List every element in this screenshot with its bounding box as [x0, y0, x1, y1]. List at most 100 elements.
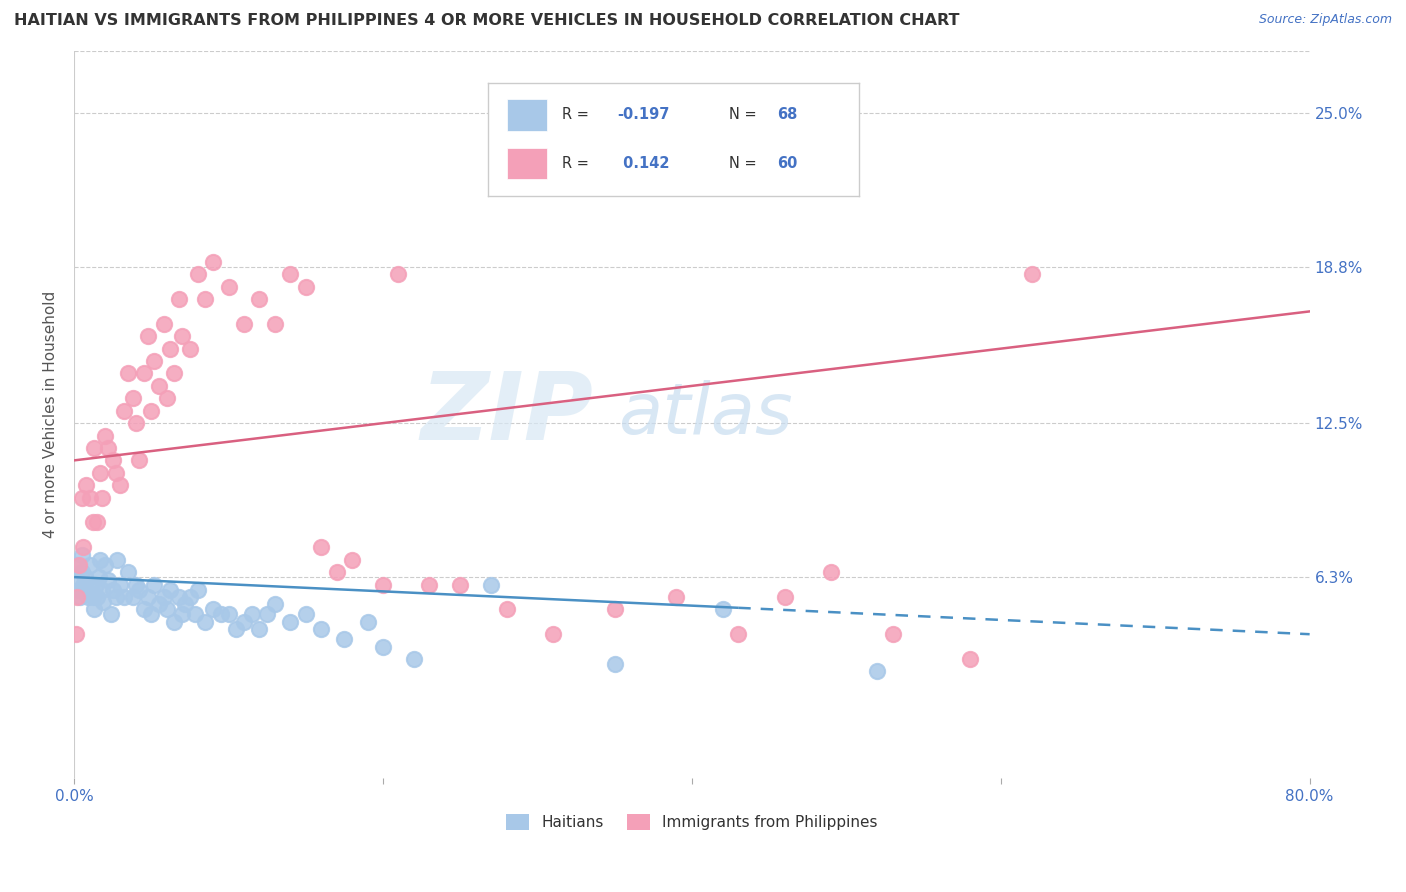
Point — [294, 607, 316, 622]
Point — [152, 317, 174, 331]
Point — [90, 491, 112, 505]
Point — [110, 577, 132, 591]
Point — [194, 615, 217, 629]
Point — [866, 665, 889, 679]
Point — [112, 590, 135, 604]
Point — [143, 354, 166, 368]
Point — [356, 615, 378, 629]
Point — [148, 379, 170, 393]
Point — [79, 491, 101, 505]
Point — [86, 516, 108, 530]
Point — [82, 516, 104, 530]
Text: Source: ZipAtlas.com: Source: ZipAtlas.com — [1258, 13, 1392, 27]
Point — [882, 627, 904, 641]
Point — [156, 602, 179, 616]
Point — [136, 329, 159, 343]
Point — [141, 607, 163, 622]
Point — [179, 590, 201, 604]
Point — [187, 267, 209, 281]
Point — [97, 441, 120, 455]
Point — [128, 582, 150, 597]
Point — [194, 292, 217, 306]
Point — [218, 607, 240, 622]
Point — [80, 577, 103, 591]
Point — [294, 279, 316, 293]
Point — [172, 329, 194, 343]
Point — [163, 615, 186, 629]
Point — [172, 607, 194, 622]
Point — [66, 590, 89, 604]
Point — [727, 627, 749, 641]
Point — [75, 582, 97, 597]
Point — [1021, 267, 1043, 281]
Point — [89, 466, 111, 480]
Point — [100, 607, 122, 622]
Point — [90, 582, 112, 597]
Point — [121, 590, 143, 604]
Point — [218, 279, 240, 293]
Point — [89, 552, 111, 566]
Point — [70, 565, 93, 579]
Legend: Haitians, Immigrants from Philippines: Haitians, Immigrants from Philippines — [501, 808, 883, 836]
Point — [101, 453, 124, 467]
Point — [65, 558, 87, 572]
Point — [340, 552, 363, 566]
Point — [225, 622, 247, 636]
Point — [112, 403, 135, 417]
Point — [128, 453, 150, 467]
Point — [159, 582, 181, 597]
Point — [309, 541, 332, 555]
Point — [125, 577, 148, 591]
Point — [387, 267, 409, 281]
Point — [125, 416, 148, 430]
Point — [87, 570, 110, 584]
Point — [256, 607, 278, 622]
Point — [152, 590, 174, 604]
Point — [121, 392, 143, 406]
Point — [94, 558, 117, 572]
Point — [163, 367, 186, 381]
Point — [479, 577, 502, 591]
Text: ZIP: ZIP — [420, 368, 593, 460]
Point — [104, 466, 127, 480]
Point — [179, 342, 201, 356]
Y-axis label: 4 or more Vehicles in Household: 4 or more Vehicles in Household — [44, 291, 58, 538]
Point — [65, 627, 87, 641]
Point — [263, 317, 285, 331]
Point — [117, 565, 139, 579]
Point — [371, 577, 394, 591]
Point — [136, 590, 159, 604]
Point — [773, 590, 796, 604]
Point — [104, 590, 127, 604]
Point — [141, 403, 163, 417]
Point — [79, 558, 101, 572]
Point — [67, 582, 90, 597]
Point — [70, 491, 93, 505]
Point — [67, 558, 90, 572]
Text: atlas: atlas — [617, 380, 793, 449]
Point — [371, 640, 394, 654]
Point — [77, 590, 100, 604]
Point — [82, 590, 104, 604]
Point — [263, 598, 285, 612]
Point — [820, 565, 842, 579]
Point — [97, 573, 120, 587]
Text: HAITIAN VS IMMIGRANTS FROM PHILIPPINES 4 OR MORE VEHICLES IN HOUSEHOLD CORRELATI: HAITIAN VS IMMIGRANTS FROM PHILIPPINES 4… — [14, 13, 959, 29]
Point — [159, 342, 181, 356]
Point — [333, 632, 356, 647]
Point — [249, 292, 271, 306]
Point — [167, 590, 190, 604]
Point — [69, 590, 91, 604]
Point — [309, 622, 332, 636]
Point — [117, 367, 139, 381]
Point — [665, 590, 688, 604]
Point — [156, 392, 179, 406]
Point — [603, 657, 626, 671]
Point — [132, 367, 155, 381]
Point — [93, 595, 115, 609]
Point — [75, 478, 97, 492]
Point — [132, 602, 155, 616]
Point — [94, 428, 117, 442]
Point — [72, 577, 94, 591]
Point — [233, 317, 256, 331]
